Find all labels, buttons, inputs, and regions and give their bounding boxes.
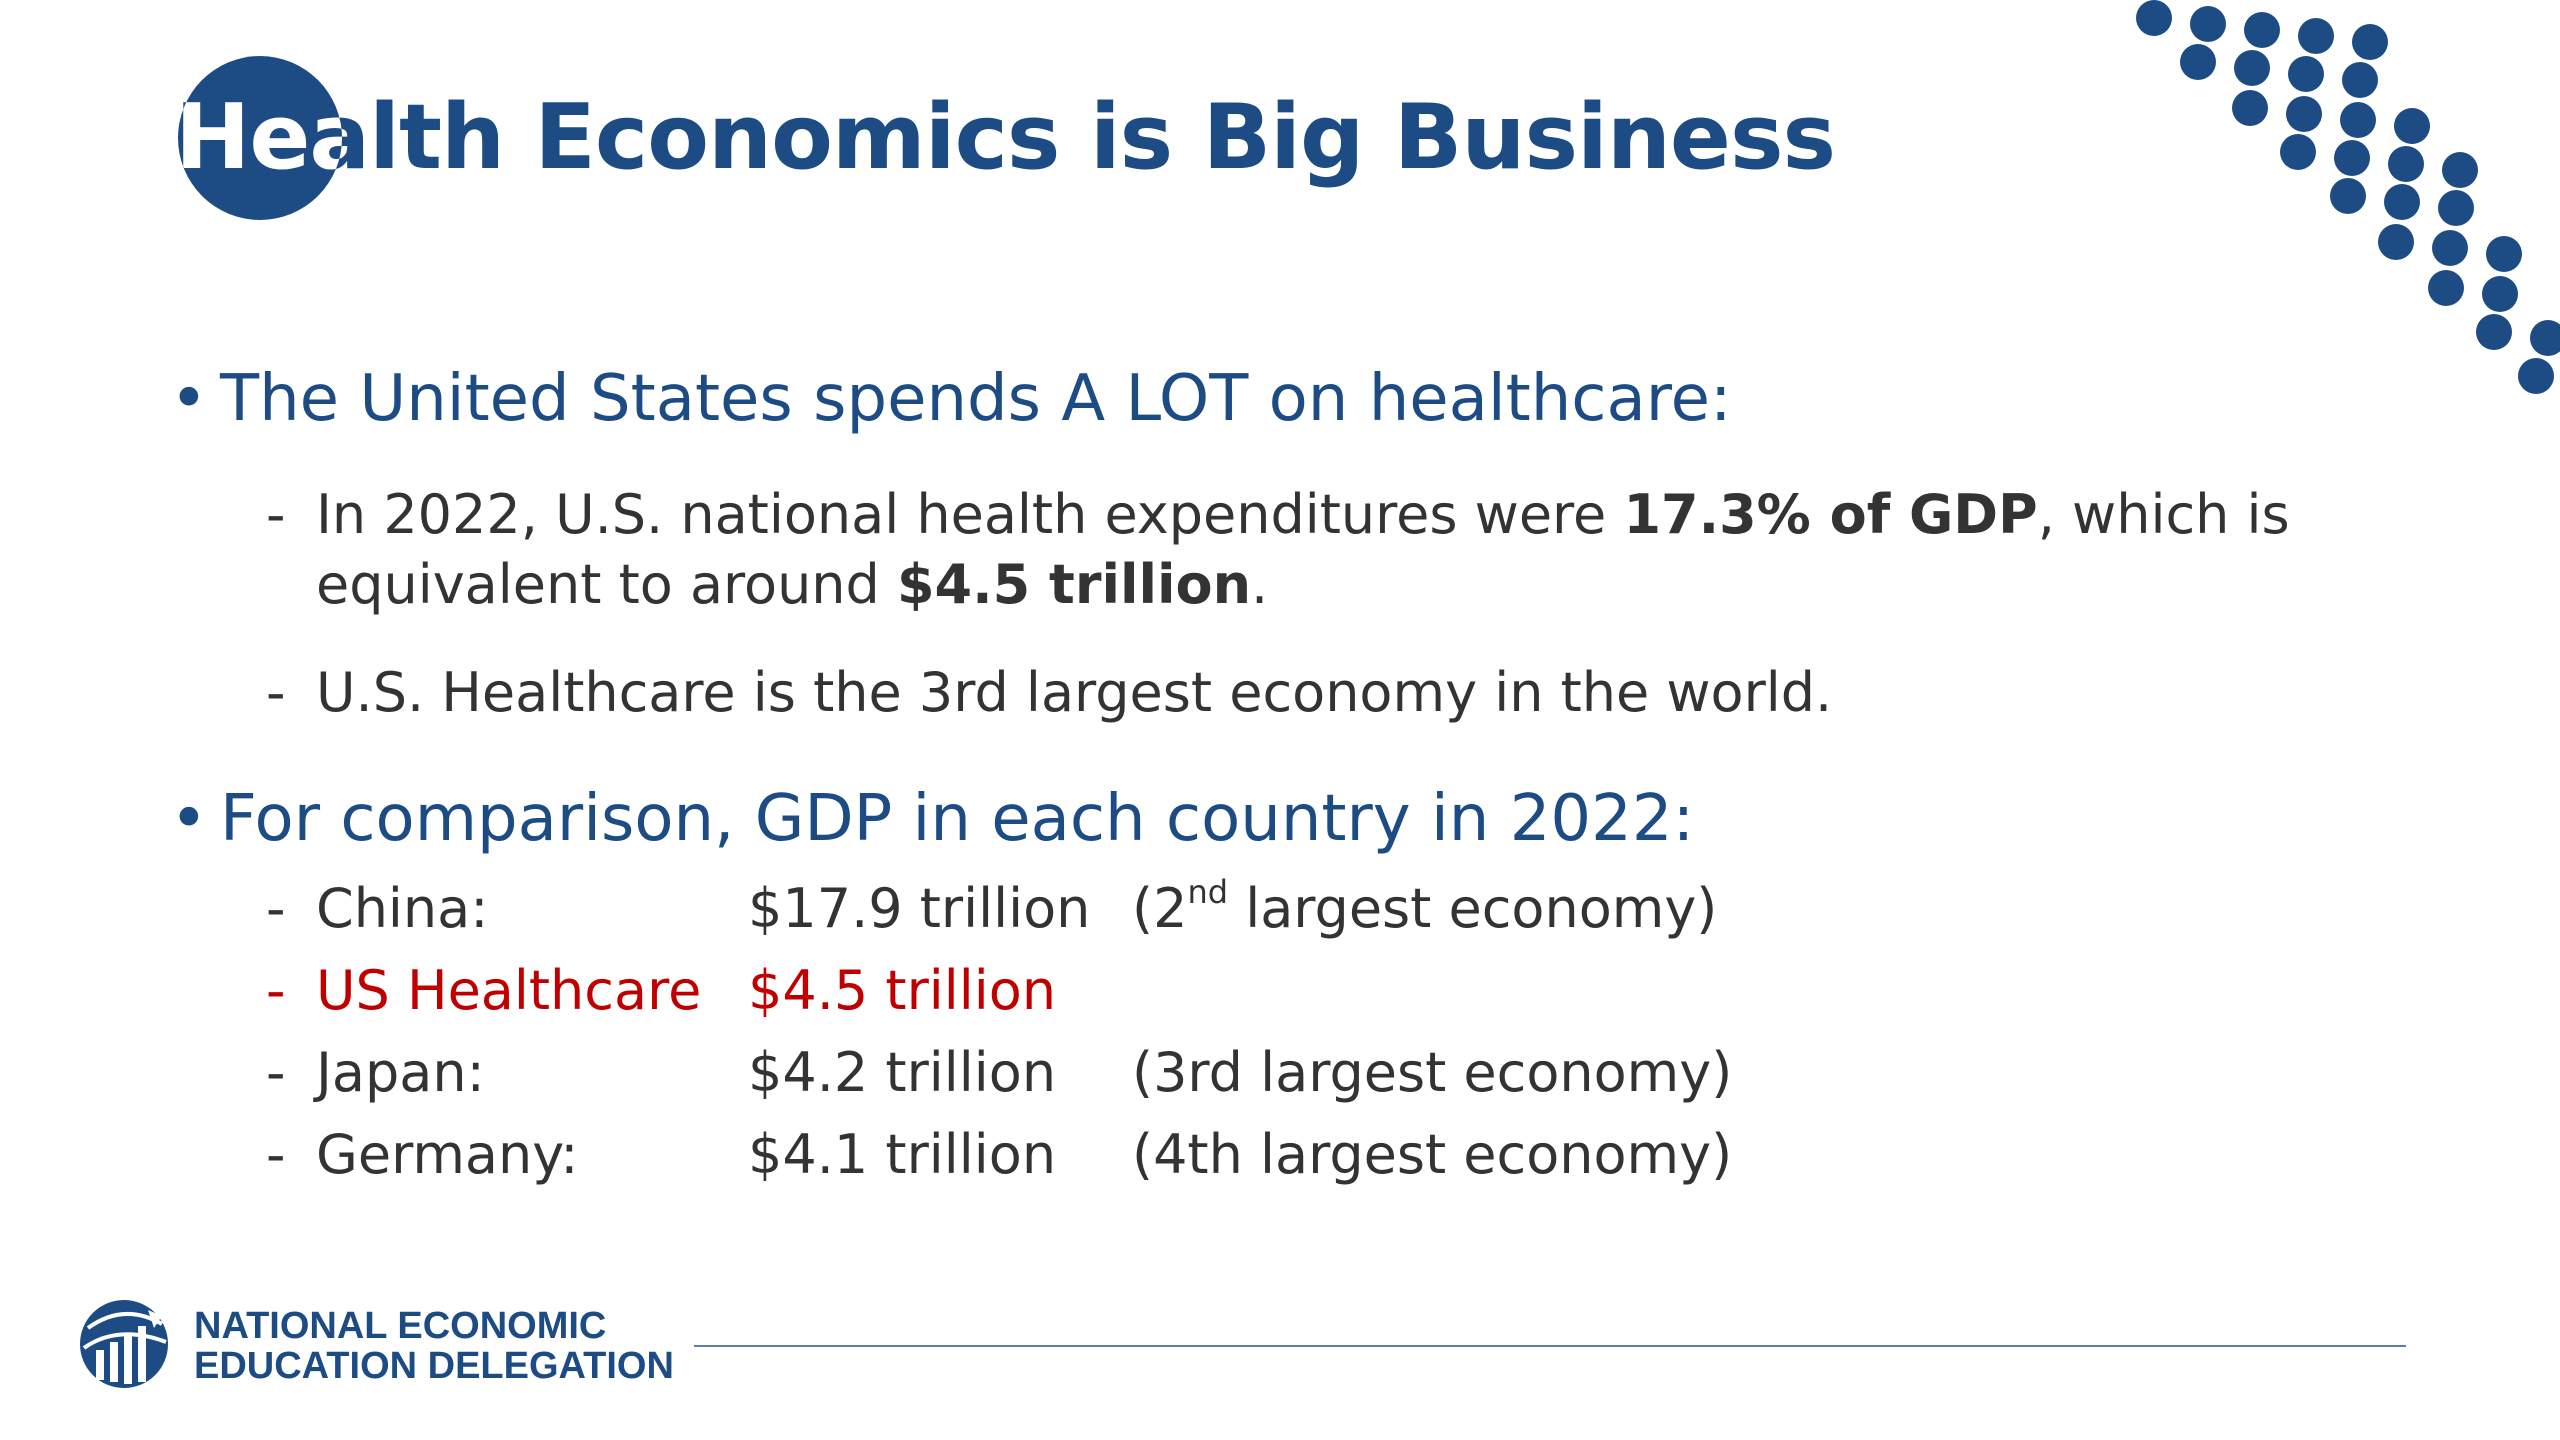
decorative-dot xyxy=(2394,108,2430,144)
dash-symbol: - xyxy=(266,483,286,546)
decorative-dot xyxy=(2232,90,2268,126)
sub-text: equivalent to around xyxy=(316,553,897,616)
bullet-symbol: • xyxy=(170,362,208,436)
decorative-dot xyxy=(2442,152,2478,188)
decorative-dot xyxy=(2244,12,2280,48)
decorative-dot xyxy=(2190,6,2226,42)
bullet-healthcare-spending: • The United States spends A LOT on healt… xyxy=(170,358,1732,440)
decorative-dot xyxy=(2378,224,2414,260)
gdp-share-value: 17.3% of GDP xyxy=(1623,483,2038,546)
decorative-dot xyxy=(2352,24,2388,60)
title-circle-overlay: Health Economics is Big Business xyxy=(178,56,342,220)
comparison-row-japan: - Japan: $4.2 trillion (3rd largest econ… xyxy=(266,1038,1866,1108)
dash-symbol: - xyxy=(266,1123,286,1186)
decorative-dot xyxy=(2438,190,2474,226)
bullet-text: For comparison, GDP in each country in 2… xyxy=(220,782,1695,856)
decorative-dot xyxy=(2330,178,2366,214)
organization-name-line1: NATIONAL ECONOMIC xyxy=(194,1305,607,1347)
dash-symbol: - xyxy=(266,877,286,940)
decorative-dot xyxy=(2530,320,2560,356)
sub-text: U.S. Healthcare is the 3rd largest econo… xyxy=(316,661,1833,724)
decorative-dot xyxy=(2476,314,2512,350)
decorative-dot xyxy=(2342,62,2378,98)
decorative-dot xyxy=(2180,44,2216,80)
gdp-value: $4.5 trillion xyxy=(748,959,1057,1022)
bar-chart-globe-icon xyxy=(80,1300,168,1388)
footer-divider xyxy=(694,1345,2406,1347)
dash-symbol: - xyxy=(266,1041,286,1104)
comparison-row-china: - China: $17.9 trillion (2nd largest eco… xyxy=(266,874,1866,944)
sub-text: , which is xyxy=(2037,483,2290,546)
decorative-dot xyxy=(2518,358,2554,394)
sub-text: . xyxy=(1251,553,1269,616)
country-name: Germany: xyxy=(316,1123,579,1186)
decorative-dot xyxy=(2428,270,2464,306)
dot-pattern-icon xyxy=(2136,0,2560,394)
comparison-row-germany: - Germany: $4.1 trillion (4th largest ec… xyxy=(266,1120,1866,1190)
bullet-gdp-comparison: • For comparison, GDP in each country in … xyxy=(170,778,1694,860)
decorative-dot xyxy=(2384,184,2420,220)
rank-note: (4th largest economy) xyxy=(1132,1123,1733,1186)
slide-title: Health Economics is Big Business xyxy=(175,85,1836,190)
decorative-dot xyxy=(2388,146,2424,182)
organization-name-line2: EDUCATION DELEGATION xyxy=(194,1345,674,1387)
title-accent-circle xyxy=(178,56,342,220)
decorative-dot xyxy=(2432,230,2468,266)
organization-name: NATIONAL ECONOMIC EDUCATION DELEGATION xyxy=(194,1306,674,1386)
decorative-dot xyxy=(2286,96,2322,132)
sub-text: In 2022, U.S. national health expenditur… xyxy=(316,483,1624,546)
decorative-dot xyxy=(2234,50,2270,86)
decorative-dot xyxy=(2340,102,2376,138)
gdp-value: $17.9 trillion xyxy=(748,877,1091,940)
expenditure-value: $4.5 trillion xyxy=(896,553,1252,616)
comparison-row-us-healthcare: - US Healthcare $4.5 trillion xyxy=(266,956,1866,1026)
bullet-symbol: • xyxy=(170,782,208,856)
decorative-dot xyxy=(2136,0,2172,36)
rank-note: (3rd largest economy) xyxy=(1132,1041,1733,1104)
decorative-dot xyxy=(2280,134,2316,170)
dash-symbol: - xyxy=(266,959,286,1022)
country-name: US Healthcare xyxy=(316,959,702,1022)
slide-title-overlay: Health Economics is Big Business xyxy=(178,85,342,190)
gdp-value: $4.1 trillion xyxy=(748,1123,1057,1186)
rank-note: (2nd largest economy) xyxy=(1132,873,1718,940)
gdp-value: $4.2 trillion xyxy=(748,1041,1057,1104)
decorative-dot xyxy=(2298,18,2334,54)
country-name: Japan: xyxy=(316,1041,485,1104)
decorative-dot xyxy=(2482,276,2518,312)
dash-symbol: - xyxy=(266,661,286,724)
bullet-text: The United States spends A LOT on health… xyxy=(220,362,1732,436)
decorative-dot xyxy=(2486,236,2522,272)
country-name: China: xyxy=(316,877,489,940)
decorative-dot xyxy=(2334,140,2370,176)
decorative-dot xyxy=(2288,56,2324,92)
